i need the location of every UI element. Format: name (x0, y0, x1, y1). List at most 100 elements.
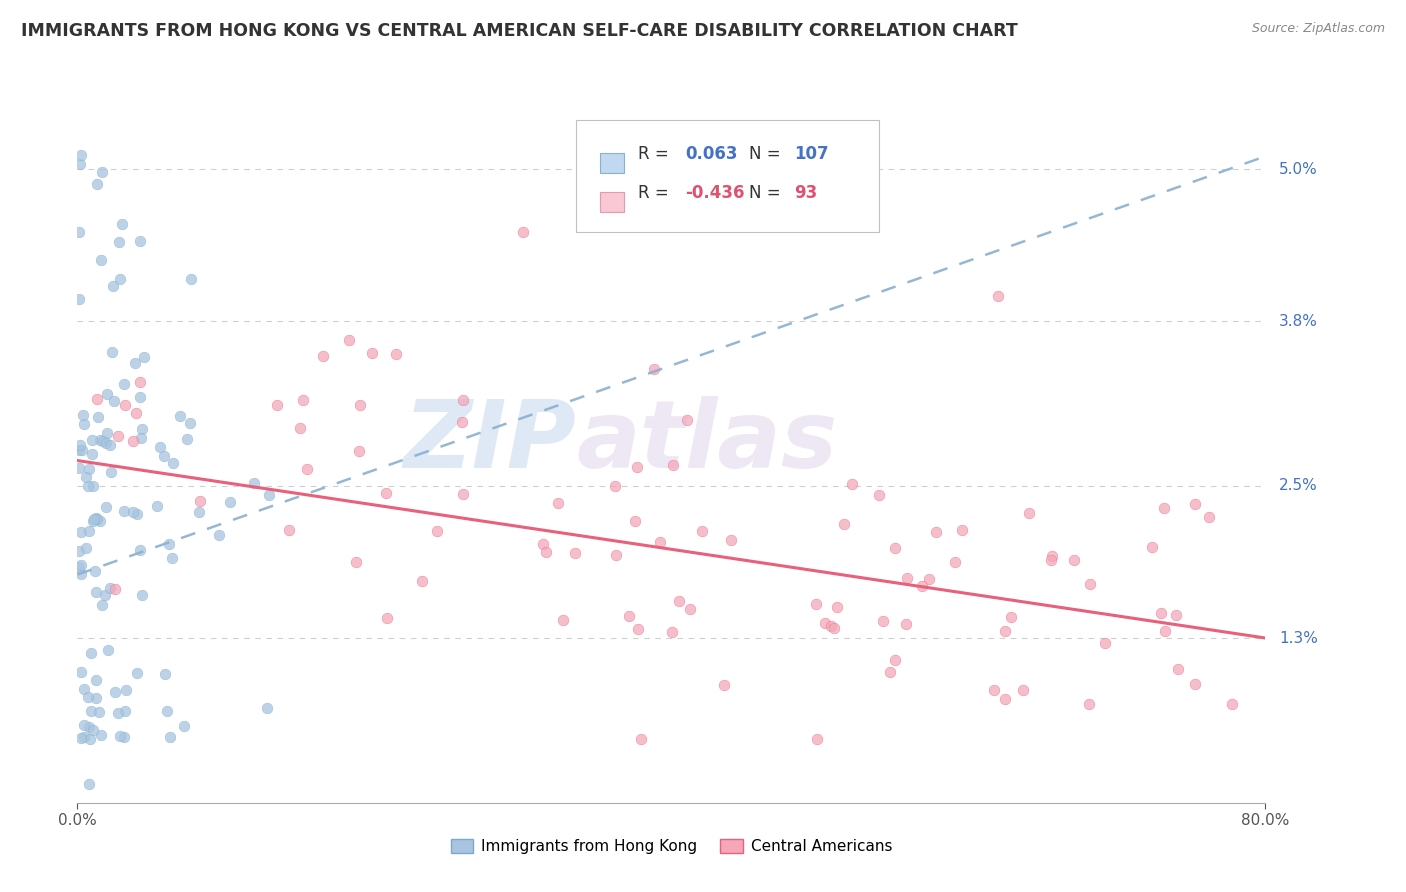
Point (918, 572, 941, 586)
Point (626, 460, 648, 475)
Point (337, 333, 360, 347)
Point (79, 720, 101, 734)
Point (1040, 549, 1063, 563)
Point (256, 700, 278, 714)
Point (1184, 677, 1206, 691)
Point (77, 777, 100, 791)
Point (173, 719, 195, 733)
Point (89, 705, 111, 719)
Point (884, 541, 907, 555)
Point (627, 622, 650, 636)
Point (121, 434, 143, 449)
Point (911, 579, 934, 593)
FancyBboxPatch shape (576, 120, 879, 232)
Point (661, 624, 683, 639)
Point (90, 253, 112, 268)
Point (112, 731, 135, 745)
Point (125, 665, 148, 680)
Point (1078, 697, 1101, 711)
Point (347, 444, 370, 458)
Point (169, 409, 191, 423)
Point (160, 550, 183, 565)
Point (129, 543, 152, 558)
Point (83, 512, 105, 526)
Point (814, 615, 837, 630)
Point (1184, 497, 1206, 511)
Point (943, 555, 966, 569)
Point (344, 555, 367, 569)
Point (131, 422, 153, 436)
Point (1063, 553, 1085, 567)
Point (676, 413, 699, 427)
Text: IMMIGRANTS FROM HONG KONG VS CENTRAL AMERICAN SELF-CARE DISABILITY CORRELATION C: IMMIGRANTS FROM HONG KONG VS CENTRAL AME… (21, 22, 1018, 40)
Point (879, 665, 901, 679)
Point (84, 690, 107, 705)
Text: N =: N = (748, 145, 786, 163)
Point (1094, 636, 1116, 650)
Point (72, 408, 94, 422)
Point (176, 432, 198, 446)
Point (605, 479, 627, 493)
Point (110, 271, 132, 285)
Point (124, 356, 146, 370)
Point (96, 425, 118, 440)
Point (896, 571, 918, 585)
Point (411, 574, 433, 588)
Text: Source: ZipAtlas.com: Source: ZipAtlas.com (1251, 22, 1385, 36)
Point (426, 524, 449, 539)
Point (243, 475, 266, 490)
Point (1078, 577, 1101, 591)
Point (73, 417, 96, 432)
Point (188, 505, 211, 519)
Point (129, 390, 152, 404)
Point (84, 510, 107, 524)
Point (72, 681, 94, 696)
Text: N =: N = (748, 184, 786, 202)
Point (679, 602, 702, 616)
Point (97, 643, 120, 657)
Point (451, 392, 474, 407)
Point (162, 456, 184, 470)
Point (86, 511, 108, 525)
Point (82, 479, 104, 493)
Point (114, 704, 136, 718)
Point (82, 447, 104, 461)
Point (94, 435, 117, 450)
Point (884, 653, 907, 667)
Point (129, 431, 152, 445)
Point (259, 488, 281, 502)
Point (107, 706, 129, 720)
Point (89, 434, 111, 448)
Point (91, 599, 114, 613)
Point (101, 345, 124, 359)
Point (648, 535, 671, 549)
Point (90, 164, 112, 178)
Point (146, 499, 169, 513)
Point (925, 524, 948, 539)
Point (841, 477, 863, 491)
Point (605, 549, 627, 563)
Point (179, 416, 201, 430)
Point (112, 504, 135, 518)
Point (823, 621, 845, 635)
Point (266, 398, 288, 412)
Point (69, 438, 91, 452)
Point (107, 429, 129, 443)
Text: 1.3%: 1.3% (1279, 631, 1319, 646)
Point (720, 533, 742, 547)
Point (84, 565, 107, 579)
Point (349, 398, 371, 412)
Point (377, 610, 399, 624)
Point (94, 500, 117, 514)
Point (825, 599, 848, 614)
Point (134, 350, 156, 364)
Point (1140, 540, 1163, 554)
Point (1164, 607, 1187, 622)
Point (385, 347, 408, 361)
Point (832, 516, 855, 531)
Point (70, 525, 93, 540)
Point (114, 682, 136, 697)
Point (86, 177, 108, 191)
Point (361, 346, 384, 360)
Point (67, 559, 90, 574)
